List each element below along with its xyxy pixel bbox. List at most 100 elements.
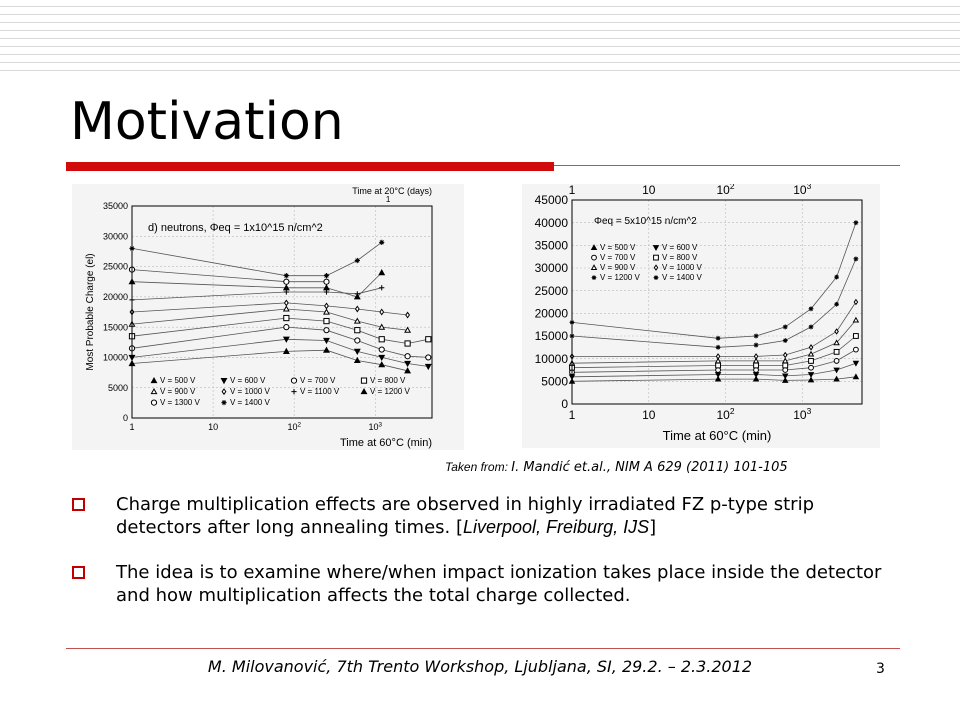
left-legend-label: V = 1400 V — [230, 398, 270, 407]
left-legend-label: V = 800 V — [370, 376, 406, 385]
plot-right-title: Φeq = 5x10^15 n/cm^2 — [594, 216, 697, 227]
title-underline-red — [66, 162, 554, 171]
left-data-point — [323, 346, 330, 353]
left-legend-marker — [360, 387, 368, 395]
left-data-point — [283, 278, 290, 285]
right-x2tick-label: 10 — [642, 184, 656, 197]
left-data-point — [404, 326, 412, 333]
right-data-point — [752, 372, 760, 378]
left-legend-marker — [150, 376, 158, 384]
left-data-point — [323, 273, 330, 279]
right-data-point — [781, 373, 789, 380]
left-series-line — [131, 241, 382, 277]
left-ytick-label: 10000 — [103, 353, 128, 363]
right-legend-label: V = 1000 V — [662, 263, 702, 272]
right-ytick-label: 15000 — [535, 329, 569, 343]
left-ytick-label: 35000 — [103, 201, 128, 211]
left-data-point — [354, 337, 361, 344]
left-xtick-label: 1 — [129, 422, 134, 432]
left-data-point — [283, 324, 290, 331]
right-legend-marker — [652, 245, 660, 252]
right-data-point — [807, 372, 815, 378]
right-xtick-label: 103 — [793, 406, 811, 422]
right-ytick-label: 40000 — [535, 216, 569, 230]
right-data-point — [834, 301, 839, 307]
left-ytick-label: 5000 — [108, 383, 128, 393]
right-legend-label: V = 500 V — [600, 243, 636, 252]
left-data-point — [379, 239, 385, 245]
left-data-point — [323, 278, 330, 285]
right-series-line — [571, 376, 856, 382]
right-data-point — [833, 367, 840, 374]
right-data-point — [853, 298, 859, 306]
left-data-point — [354, 327, 361, 334]
credit-lead: Taken from: — [445, 460, 512, 474]
right-legend-marker — [590, 264, 598, 271]
right-data-point — [833, 348, 840, 355]
left-xtick-label: 103 — [369, 421, 383, 432]
left-data-point — [323, 337, 330, 345]
right-data-point — [833, 358, 840, 364]
left-series-line — [131, 302, 408, 316]
figure-left-plot: 0 5000 10000 15000 20000 25000 30000 35000 1 10 1… — [72, 184, 464, 450]
right-ytick-label: 0 — [561, 397, 568, 411]
left-data-point — [404, 367, 412, 374]
left-data-point — [378, 323, 386, 330]
left-data-point — [379, 285, 385, 291]
right-data-point — [808, 324, 814, 330]
left-legend-label: V = 1300 V — [160, 398, 200, 407]
left-xtick-label: 10 — [208, 422, 218, 432]
plot-left-ylabel: Most Probable Charge (el) — [85, 253, 96, 370]
right-data-point — [853, 346, 859, 353]
left-data-point — [282, 347, 290, 354]
left-data-point — [404, 360, 412, 368]
right-legend-label: V = 600 V — [662, 243, 698, 252]
right-data-point — [782, 338, 788, 343]
left-data-point — [323, 308, 330, 315]
right-data-point — [853, 333, 859, 339]
left-data-point — [354, 305, 360, 313]
left-data-point — [353, 293, 361, 300]
right-data-point — [808, 358, 814, 364]
left-data-point — [405, 311, 411, 319]
right-data-point — [752, 375, 760, 382]
left-data-point — [378, 336, 385, 343]
right-legend-marker — [653, 254, 659, 261]
right-data-point — [808, 306, 814, 312]
left-data-point — [324, 302, 329, 310]
figure-credit: Taken from: I. Mandić et.al., NIM A 629 … — [445, 460, 788, 475]
left-series-line — [131, 287, 382, 301]
right-legend-marker — [653, 264, 659, 271]
right-ytick-label: 30000 — [535, 261, 569, 275]
left-legend-label: V = 1000 V — [230, 387, 270, 396]
right-legend-label: V = 700 V — [600, 253, 636, 262]
right-legend-marker — [590, 244, 598, 251]
right-data-point — [753, 342, 759, 348]
left-ytick-label: 30000 — [103, 231, 128, 241]
bullet-1-text: Charge multiplication effects are observ… — [116, 494, 814, 538]
left-data-point — [323, 284, 330, 291]
page-number: 3 — [876, 661, 885, 677]
credit-reference: I. Mandić et.al., NIM A 629 (2011) 101-1… — [511, 460, 788, 475]
left-data-point — [404, 353, 411, 360]
left-series-line — [131, 308, 408, 331]
plot-left-title: d) neutrons, Φeq = 1x10^15 n/cm^2 — [148, 222, 323, 234]
plot-left-xlabel: Time at 60°C (min) — [340, 437, 432, 449]
bullet-square-icon — [72, 566, 85, 579]
right-data-point — [715, 335, 721, 341]
left-legend-marker — [291, 389, 297, 395]
left-data-point — [283, 299, 289, 307]
bullet-square-icon — [72, 498, 85, 511]
right-data-point — [833, 339, 840, 346]
left-legend-label: V = 900 V — [160, 387, 196, 396]
left-legend-label: V = 500 V — [160, 376, 196, 385]
plot-left-svg: 0 5000 10000 15000 20000 25000 30000 35000 1 10 1… — [85, 186, 433, 449]
right-data-point — [782, 351, 788, 359]
left-legend-marker — [221, 388, 227, 396]
left-data-point — [378, 354, 386, 362]
left-legend-marker — [290, 377, 298, 384]
right-ytick-label: 45000 — [535, 193, 569, 207]
bullet-1-institutions: Liverpool, Freiburg, IJS — [463, 517, 650, 537]
left-data-point — [378, 268, 386, 276]
left-legend-label: V = 1100 V — [300, 387, 340, 396]
